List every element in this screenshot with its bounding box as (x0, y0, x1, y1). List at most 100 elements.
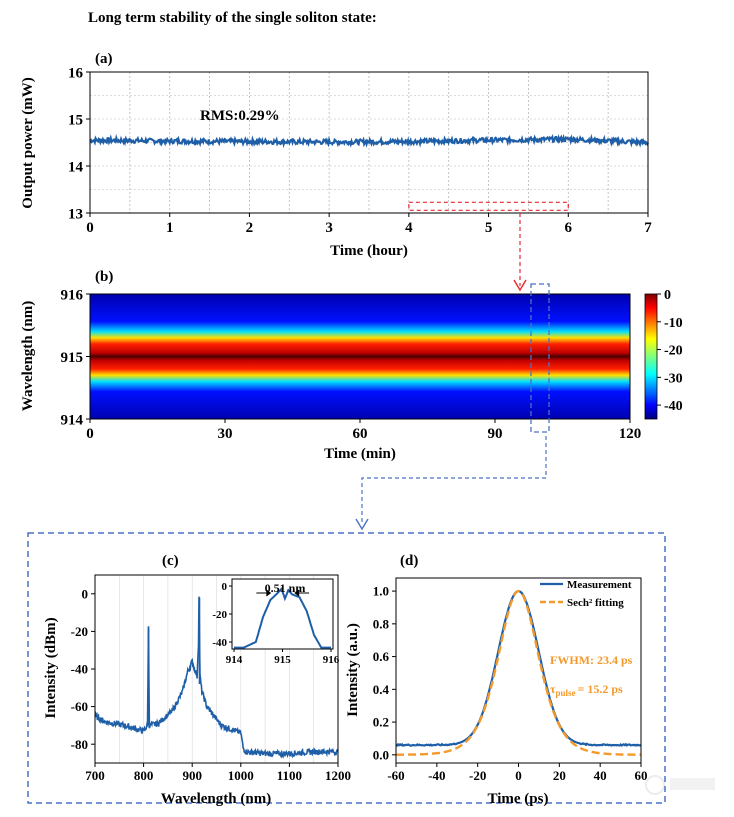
panel-c: (c) 700 800 900 1000 1100 1200 0 -20 -40 -60 -80 W… (43, 553, 351, 807)
panel-a-x-tick-label: 6 (565, 220, 573, 236)
panel-c-grid (119, 575, 315, 763)
panel-d-x-tick-label: -60 (387, 768, 404, 783)
inset-width-arrowhead-left (266, 589, 272, 597)
panel-c-x-tick-label: 700 (85, 768, 105, 783)
panel-c-y-axis-label: Intensity (dBm) (43, 617, 59, 718)
panel-d-legend: Measurement Sech² fitting (540, 579, 632, 609)
panel-a-x-tick-label: 0 (86, 220, 94, 236)
watermark (645, 775, 715, 795)
colorbar (644, 293, 658, 420)
colorbar-tick-label: -20 (664, 344, 683, 359)
panel-a-label: (a) (95, 51, 113, 67)
panel-d-fwhm-annotation: FWHM: 23.4 ps (550, 653, 633, 667)
inset-x-tick-label: 914 (226, 654, 243, 666)
output-power-trace (89, 133, 649, 149)
panel-d-x-tick-label: -20 (469, 768, 486, 783)
panel-a-frame (89, 71, 649, 214)
panel-d-x-tick-label: 40 (594, 768, 607, 783)
panel-d-x-tick-label: 20 (553, 768, 566, 783)
panel-b-x-tick-label: 90 (488, 426, 503, 442)
panel-d-y-tick-label: 0.0 (373, 747, 389, 762)
blue-connector-arrow (355, 436, 547, 531)
inset-y-tick-label: -40 (212, 637, 227, 649)
panel-b-y-axis-label: Wavelength (nm) (20, 301, 36, 411)
panel-d-series (395, 589, 641, 756)
panel-d-y-axis-label: Intensity (a.u.) (345, 623, 361, 717)
panel-d-label: (d) (400, 553, 418, 569)
figure-title: Long term stability of the single solito… (88, 10, 377, 26)
inset-y-tick-label: -20 (212, 609, 227, 621)
panel-c-x-tick-label: 1000 (228, 768, 254, 783)
panel-a-x-tick-label: 2 (246, 220, 254, 236)
panel-b-y-tick-label: 914 (61, 412, 84, 428)
panel-a-x-tick-label: 3 (325, 220, 333, 236)
panel-d-x-axis-label: Time (ps) (488, 791, 549, 807)
panel-b-ticks: 0 30 60 90 120 914 915 916 (61, 287, 642, 442)
panel-d-y-tick-label: 1.0 (373, 584, 389, 599)
panel-a-y-tick-label: 16 (68, 65, 84, 81)
panel-b-x-tick-label: 60 (353, 426, 368, 442)
panel-a: (a) 0 1 2 3 4 5 6 7 13 14 15 16 RMS:0.29% Time (hou… (20, 51, 652, 259)
panel-c-x-tick-label: 1100 (277, 768, 302, 783)
panel-d-x-tick-label: 0 (515, 768, 522, 783)
panel-a-y-tick-label: 14 (68, 159, 84, 175)
panel-d-y-tick-label: 0.6 (373, 649, 390, 664)
legend-label-sech2: Sech² fitting (567, 597, 624, 609)
panel-a-x-tick-label: 1 (166, 220, 174, 236)
panel-c-y-tick-label: -40 (71, 662, 88, 677)
panel-c-label: (c) (162, 553, 179, 569)
panel-d-ticks: -60 -40 -20 0 20 40 60 0.0 0.2 0.4 0.6 0.8 1.0 (373, 584, 648, 783)
inset-x-tick-label: 915 (274, 654, 291, 666)
panel-c-x-tick-label: 1200 (325, 768, 351, 783)
panel-d-y-tick-label: 0.2 (373, 715, 389, 730)
inset-spectrum-trace (234, 586, 331, 649)
panel-a-grid (90, 72, 648, 213)
colorbar-tick-label: 0 (664, 288, 671, 303)
panel-c-series (94, 596, 339, 760)
panel-a-x-tick-label: 4 (405, 220, 413, 236)
panel-c-x-tick-label: 800 (134, 768, 154, 783)
colorbar-tick-label: -10 (664, 316, 683, 331)
panel-d-tau-annotation: τpulse = 15.2 ps (550, 682, 623, 698)
colorbar-ticks: 0 -10 -20 -30 -40 (657, 288, 683, 414)
panel-d: (d) -60 -40 -20 0 20 40 60 0.0 0.2 0.4 0.6 0.8 1.0 T… (345, 553, 648, 807)
panel-a-rms-annotation: RMS:0.29% (200, 108, 280, 124)
spectrum-trace (94, 596, 339, 760)
panel-b-x-axis-label: Time (min) (324, 446, 396, 462)
zoom-detail-box (27, 532, 666, 804)
panel-b-y-tick-label: 916 (61, 287, 84, 303)
colorbar-tick-label: -40 (664, 399, 683, 414)
panel-c-inset: 914 915 916 0 -20 -40 (212, 581, 339, 666)
panel-c-y-tick-label: -20 (71, 624, 88, 639)
inset-width-arrowhead-right (294, 589, 300, 597)
panel-c-y-tick-label: -60 (71, 699, 88, 714)
panel-a-y-tick-label: 13 (68, 206, 83, 222)
panel-d-x-tick-label: -40 (428, 768, 445, 783)
panel-a-x-tick-label: 7 (644, 220, 652, 236)
sech2-fit-trace (396, 589, 641, 756)
panel-d-y-tick-label: 0.8 (373, 616, 390, 631)
heatmap-image (90, 294, 630, 419)
panel-a-series (89, 133, 649, 149)
panel-c-y-tick-label: 0 (82, 586, 89, 601)
panel-a-highlight-rect (408, 201, 569, 211)
panel-b: (b) 0 30 60 90 120 914 915 916 0 -10 -20 -30 -40 Ti… (20, 269, 683, 462)
panel-b-label: (b) (95, 269, 113, 285)
red-connector-arrow (513, 213, 527, 292)
panel-b-x-tick-label: 0 (86, 426, 94, 442)
measurement-trace (395, 589, 641, 747)
legend-label-measurement: Measurement (567, 579, 632, 591)
inset-x-tick-label: 916 (323, 654, 340, 666)
panel-a-ticks: 0 1 2 3 4 5 6 7 13 14 15 16 (68, 65, 652, 236)
panel-a-x-axis-label: Time (hour) (330, 243, 408, 259)
panel-c-y-tick-label: -80 (71, 737, 88, 752)
panel-a-x-tick-label: 5 (485, 220, 493, 236)
panel-c-x-tick-label: 900 (182, 768, 202, 783)
panel-c-x-axis-label: Wavelength (nm) (161, 791, 271, 807)
panel-a-highlight-box (408, 201, 569, 211)
panel-d-y-tick-label: 0.4 (373, 682, 390, 697)
panel-d-x-tick-label: 60 (635, 768, 648, 783)
panel-b-y-tick-label: 915 (61, 350, 84, 366)
